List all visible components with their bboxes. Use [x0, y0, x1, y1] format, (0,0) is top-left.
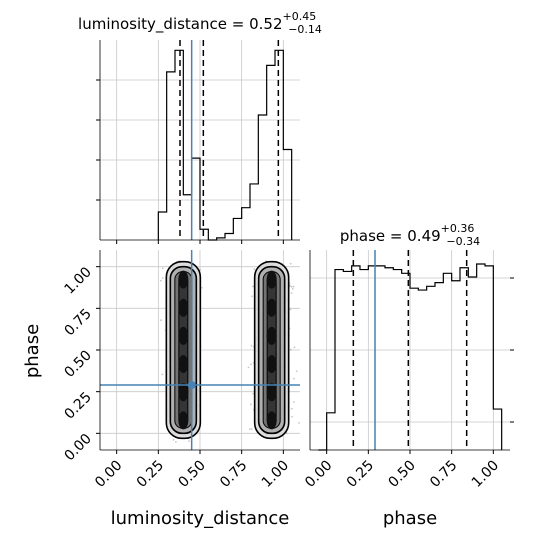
density-peak — [178, 270, 189, 289]
density-peak — [178, 355, 189, 374]
sample-point — [253, 268, 256, 270]
sample-point — [295, 370, 298, 373]
title-phase: phase = 0.49+0.36 −0.34 — [340, 222, 480, 248]
sample-point — [298, 422, 300, 424]
sample-point — [252, 392, 255, 395]
density-peak — [266, 411, 277, 430]
sample-point — [160, 319, 162, 322]
sample-point — [172, 438, 175, 441]
x-tick-label: 0.75 — [427, 458, 460, 491]
density-peak — [178, 383, 189, 402]
sample-point — [251, 295, 254, 298]
sample-point — [293, 377, 295, 380]
sample-point — [161, 267, 164, 270]
hist-luminosity-distance-panel: luminosity_distance = 0.52+0.45 −0.14 — [78, 10, 322, 244]
x-tick-label: 0.75 — [217, 458, 250, 491]
x-tick-label: 0.50 — [175, 458, 208, 491]
sample-point — [199, 268, 202, 271]
xlabel-luminosity-distance: luminosity_distance — [111, 508, 290, 529]
sample-point — [175, 441, 177, 443]
y-tick-label: 0.75 — [61, 306, 94, 339]
sample-point — [289, 308, 292, 311]
density-peak — [178, 411, 189, 430]
x-tick-label: 0.00 — [302, 458, 335, 491]
sample-point — [252, 285, 254, 288]
sample-point — [159, 279, 162, 282]
density-contour — [266, 276, 277, 424]
title-luminosity-distance: luminosity_distance = 0.52+0.45 −0.14 — [78, 10, 322, 36]
sample-point — [248, 428, 251, 430]
y-tick-label: 0.00 — [61, 431, 94, 464]
sample-point — [250, 363, 253, 366]
y-tick-label: 0.25 — [61, 389, 94, 422]
x-tick-label: 0.50 — [385, 458, 418, 491]
density-peak — [178, 326, 189, 345]
density-contour — [178, 276, 189, 424]
x-tick-label: 1.00 — [469, 458, 502, 491]
sample-point — [161, 277, 164, 279]
sample-point — [290, 285, 293, 288]
x-tick-label: 0.25 — [134, 458, 167, 491]
sample-point — [247, 366, 250, 369]
sample-point — [293, 346, 296, 349]
hist-luminosity-distance-steps — [157, 49, 293, 241]
density-peak — [266, 326, 277, 345]
scatter-2d-panel: 0.00 0.25 0.50 0.75 1.000.000.250.500.751.00 — [61, 250, 300, 491]
sample-point — [250, 344, 253, 347]
x-tick-label: 0.25 — [344, 458, 377, 491]
density-peak — [266, 270, 277, 289]
sample-point — [161, 373, 164, 376]
density-peak — [178, 298, 189, 317]
y-tick-label: 1.00 — [61, 264, 94, 297]
xlabel-phase: phase — [383, 508, 437, 529]
truth-point — [187, 381, 196, 389]
sample-point — [200, 286, 203, 289]
sample-point — [250, 428, 253, 431]
hist-phase-panel: 0.00 0.25 0.50 0.75 1.00 phase = 0.49+0.36 −0… — [302, 222, 514, 491]
density-peak — [266, 298, 277, 317]
density-peak — [266, 355, 277, 374]
sample-point — [289, 348, 292, 351]
hist-phase-steps — [318, 263, 503, 451]
density-peak — [266, 383, 277, 402]
sample-point — [291, 415, 293, 418]
sample-point — [292, 285, 295, 288]
sample-point — [293, 401, 295, 403]
sample-point — [188, 440, 190, 442]
sample-point — [249, 403, 252, 406]
sample-point — [290, 292, 293, 294]
x-tick-label: 0.00 — [92, 458, 125, 491]
x-tick-label: 1.00 — [259, 458, 292, 491]
sample-point — [291, 287, 294, 290]
y-tick-label: 0.50 — [61, 348, 94, 381]
ylabel-phase: phase — [22, 324, 43, 378]
sample-point — [289, 284, 291, 287]
sample-point — [290, 407, 293, 410]
sample-point — [289, 262, 292, 265]
